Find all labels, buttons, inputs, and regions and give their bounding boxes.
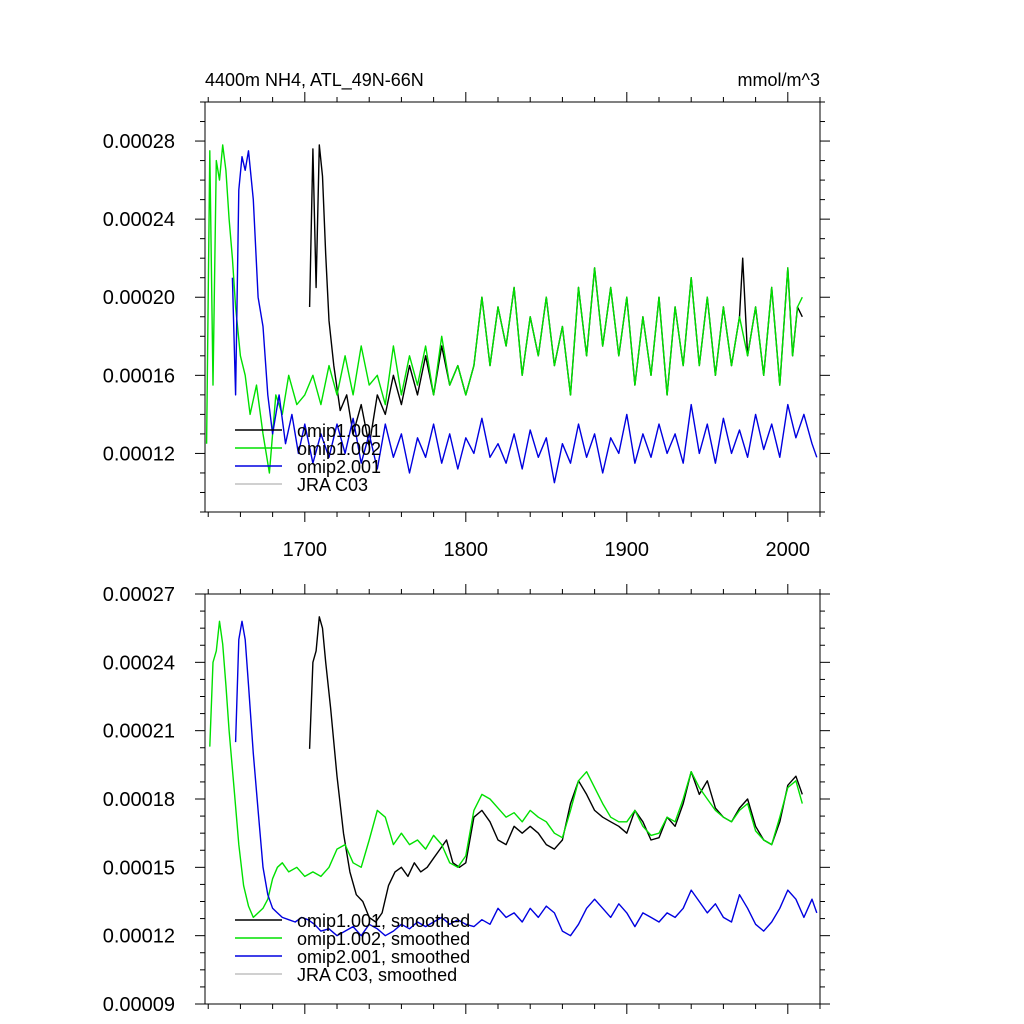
series-line-omip1-002 xyxy=(205,144,803,474)
top-axes: 1700 1800 1900 2000 0.00012 0.00016 0.00020 0.0… xyxy=(103,92,830,561)
x-tick-label: 1900 xyxy=(605,539,650,561)
legend-label: omip1.001, smoothed xyxy=(297,911,470,931)
legend-label: omip1.002, smoothed xyxy=(297,929,470,949)
y-tick-label: 0.00024 xyxy=(103,652,175,674)
top-panel: 4400m NH4, ATL_49N-66N mmol/m^3 1700 1800… xyxy=(103,70,830,561)
bottom-series xyxy=(209,616,818,937)
legend-label: omip2.001 xyxy=(297,457,381,477)
bottom-panel: 0.00009 0.00012 0.00015 0.00018 0.00021 0.000… xyxy=(103,584,830,1016)
x-tick-label: 2000 xyxy=(766,539,811,561)
series-line-omip1-001-smoothed xyxy=(308,616,803,923)
y-tick-label: 0.00024 xyxy=(103,209,175,231)
x-tick-label: 1800 xyxy=(444,539,489,561)
y-tick-label: 0.00027 xyxy=(103,584,175,606)
series-line-omip2-001-smoothed xyxy=(234,620,818,937)
legend-label: omip1.001 xyxy=(297,421,381,441)
series-line-omip1-002-smoothed xyxy=(209,620,803,919)
y-tick-label: 0.00018 xyxy=(103,789,175,811)
y-tick-label: 0.00015 xyxy=(103,857,175,879)
legend-label: JRA C03, smoothed xyxy=(297,965,457,985)
bottom-plot-frame xyxy=(204,593,821,1005)
y-tick-label: 0.00021 xyxy=(103,721,175,743)
legend-label: omip2.001, smoothed xyxy=(297,947,470,967)
chart-title: 4400m NH4, ATL_49N-66N xyxy=(205,70,424,91)
top-series xyxy=(205,144,818,484)
y-tick-label: 0.00020 xyxy=(103,287,175,309)
bottom-axes: 0.00009 0.00012 0.00015 0.00018 0.00021 0.000… xyxy=(103,584,830,1016)
units-label: mmol/m^3 xyxy=(738,70,820,90)
y-tick-label: 0.00028 xyxy=(103,131,175,153)
x-tick-label: 1700 xyxy=(283,539,328,561)
y-tick-label: 0.00009 xyxy=(103,994,175,1016)
top-plot-frame xyxy=(204,101,821,513)
legend-label: omip1.002 xyxy=(297,439,381,459)
series-line-omip2-001 xyxy=(231,150,818,484)
legend-label: JRA C03 xyxy=(297,475,368,495)
y-tick-label: 0.00016 xyxy=(103,365,175,387)
y-tick-label: 0.00012 xyxy=(103,926,175,948)
y-tick-label: 0.00012 xyxy=(103,443,175,465)
